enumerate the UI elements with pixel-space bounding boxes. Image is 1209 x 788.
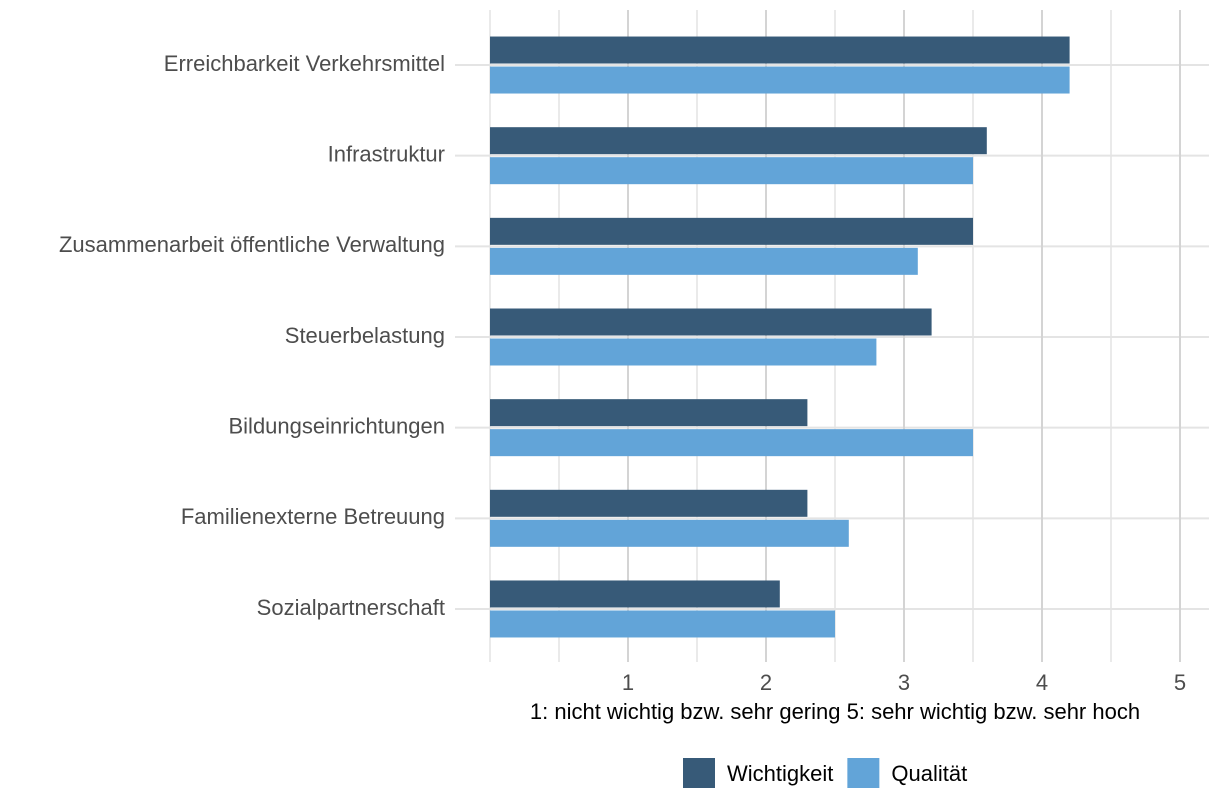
x-tick-label: 3 (898, 670, 910, 695)
x-tick-label: 2 (760, 670, 772, 695)
bar (490, 66, 1070, 94)
y-tick-label: Zusammenarbeit öffentliche Verwaltung (59, 232, 445, 257)
x-axis-label: 1: nicht wichtig bzw. sehr gering 5: seh… (530, 699, 1140, 724)
bar (490, 580, 780, 608)
y-tick-label: Sozialpartnerschaft (257, 595, 445, 620)
bar (490, 247, 918, 275)
bar (490, 157, 973, 185)
bar (490, 36, 1070, 64)
bar (490, 429, 973, 457)
x-tick-label: 4 (1036, 670, 1048, 695)
y-tick-label: Steuerbelastung (285, 323, 445, 348)
y-tick-label: Bildungseinrichtungen (229, 413, 446, 438)
y-tick-label: Infrastruktur (328, 141, 445, 166)
bar (490, 338, 877, 366)
bar (490, 519, 849, 547)
legend-label: Wichtigkeit (727, 761, 833, 786)
bar (490, 610, 835, 638)
bar (490, 489, 808, 517)
legend-label: Qualität (891, 761, 967, 786)
y-tick-label: Familienexterne Betreuung (181, 504, 445, 529)
bar (490, 217, 973, 245)
legend-swatch (847, 758, 880, 788)
bar (490, 308, 932, 336)
bar (490, 399, 808, 427)
x-tick-label: 5 (1174, 670, 1186, 695)
x-tick-label: 1 (622, 670, 634, 695)
legend-swatch (683, 758, 715, 788)
y-tick-label: Erreichbarkeit Verkehrsmittel (164, 51, 445, 76)
bar (490, 127, 987, 155)
